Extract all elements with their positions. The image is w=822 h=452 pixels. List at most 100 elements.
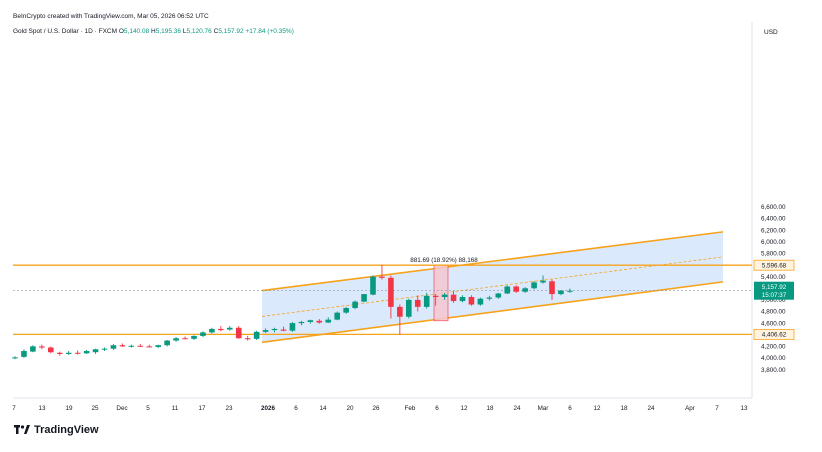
time-tick-label: 24 (513, 405, 521, 412)
candle (307, 319, 314, 324)
candle-body (209, 328, 215, 333)
candle (21, 349, 27, 358)
candle-body (280, 329, 287, 331)
time-tick-label: 13 (740, 405, 748, 412)
candle (253, 330, 260, 340)
candle (361, 294, 367, 303)
candle (549, 279, 555, 300)
attribution-header: BeInCrypto created with TradingView.com,… (13, 13, 209, 20)
candle-body (468, 296, 475, 305)
price-tick-label: 4,800.00 (761, 309, 786, 316)
candle-body (92, 349, 99, 353)
candle (39, 344, 45, 350)
price-tick-label: 5,000.00 (761, 297, 786, 304)
currency-label[interactable]: USD (764, 29, 778, 36)
candle (30, 345, 36, 353)
time-tick-label: 6 (294, 405, 298, 412)
candle-body (397, 306, 403, 317)
candle (486, 295, 493, 301)
candle (432, 294, 439, 306)
grid-layer (13, 22, 753, 399)
candle-body (307, 320, 314, 322)
tradingview-brand[interactable]: TradingView (14, 424, 99, 436)
candle (137, 344, 144, 347)
current-price-tag (754, 281, 794, 300)
candle-body (504, 286, 511, 294)
candle-body (56, 352, 63, 354)
levels-layer (13, 264, 752, 336)
candle-body (540, 280, 546, 283)
candle-body (182, 338, 188, 340)
candle-body (48, 347, 54, 353)
candle-body (65, 352, 72, 354)
candle (235, 326, 242, 339)
candle (567, 288, 573, 293)
candle (146, 344, 153, 348)
time-tick-label: 12 (593, 405, 601, 412)
time-tick-label: 13 (38, 405, 46, 412)
candle (298, 320, 305, 326)
price-tick-label: 4,200.00 (761, 344, 786, 351)
time-tick-label: 18 (486, 405, 494, 412)
candle-body (218, 328, 224, 331)
price-tick-label: 6,600.00 (761, 204, 786, 211)
candle-body (406, 299, 412, 317)
candle-body (522, 288, 528, 292)
candle-body (325, 319, 332, 323)
candle (227, 326, 233, 331)
price-tick-label: 5,400.00 (761, 274, 786, 281)
candle-body (262, 330, 269, 332)
candles-layer (12, 265, 573, 360)
lower-support-level-label: 4,406.62 (762, 332, 787, 339)
candle (334, 311, 340, 321)
high-label: H (151, 28, 156, 35)
candle-body (459, 296, 466, 302)
price-tick-label: 6,000.00 (761, 239, 786, 246)
candle (388, 275, 394, 319)
time-tick-label: 11 (172, 405, 179, 412)
time-axis[interactable]: 7 13 19 25 Dec 5 11 17 23 2026 6 14 20 26 Feb 6 12 18 24 Ma… (12, 405, 748, 412)
candle (164, 339, 170, 347)
open-label: O (118, 28, 124, 35)
symbol-name[interactable]: Gold Spot / U.S. Dollar · 1D · FXCM (13, 28, 118, 35)
candle (271, 327, 278, 333)
candle-body (486, 297, 493, 299)
candle (280, 326, 287, 332)
candle-body (549, 281, 555, 295)
close-label: C (213, 28, 219, 35)
candle-body (227, 327, 233, 330)
high-value: 5,195.36 (155, 28, 182, 35)
candle (244, 335, 251, 341)
candle-body (101, 348, 108, 350)
candle (414, 295, 421, 312)
candle (477, 297, 484, 306)
candle (65, 351, 72, 356)
time-tick-label: Dec (116, 405, 127, 412)
candle-body (531, 282, 537, 289)
candle (522, 287, 528, 293)
candle (191, 335, 197, 340)
candle (173, 337, 179, 342)
candle-body (137, 345, 144, 347)
candle (56, 351, 63, 356)
candle-body (155, 345, 161, 347)
candle (110, 344, 117, 350)
candle-body (423, 295, 430, 307)
candle (397, 304, 403, 335)
candle (540, 275, 546, 284)
candle (218, 326, 224, 332)
candle (182, 336, 188, 340)
candle-body (74, 352, 81, 354)
candle (495, 292, 502, 299)
channel-fill (262, 231, 723, 343)
candle-body (567, 290, 573, 292)
candle (316, 319, 323, 324)
candle-body (361, 294, 367, 302)
range-measure-label: 881.69 (18.92%) 88,168 (410, 257, 478, 264)
candle-body (450, 294, 457, 302)
candle-body (316, 320, 323, 323)
candle (379, 265, 385, 280)
candle (92, 348, 99, 354)
